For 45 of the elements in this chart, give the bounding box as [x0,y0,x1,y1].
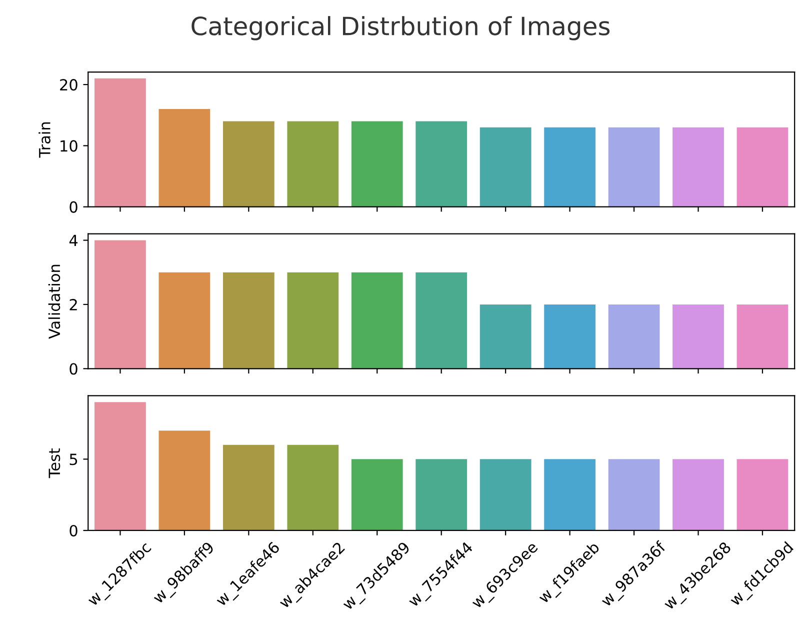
bar [736,304,788,369]
y-tick-label: 2 [70,298,77,310]
bar [480,459,532,530]
bar [544,127,596,207]
bar [158,272,210,369]
bar [94,78,146,207]
bar [351,121,403,207]
bar [94,240,146,369]
bar [287,121,339,207]
bar [544,459,596,530]
bar [544,304,596,369]
bar [608,304,660,369]
y-tick-label: 4 [69,234,78,246]
bar [672,127,724,207]
bar [94,402,146,530]
bar [672,459,724,530]
y-tick-label: 20 [60,79,78,91]
y-axis-title: Test [48,448,60,478]
bar [672,304,724,369]
bar [608,459,660,530]
bar [222,272,274,369]
bar [158,430,210,530]
bar [736,459,788,530]
chart-title: Categorical Distrbution of Images [192,16,610,40]
y-tick-label: 0 [70,524,78,536]
bar [416,121,468,207]
bar [222,444,274,530]
y-tick-label: 0 [70,201,78,213]
y-axis-title: Validation [48,264,60,339]
bar [608,127,660,207]
bar [480,127,532,207]
bar [480,304,532,369]
y-tick-label: 5 [70,454,78,466]
bar [158,109,210,207]
bar [416,459,468,530]
bar [222,121,274,207]
bar [351,459,403,530]
y-axis-title: Train [38,122,50,158]
bar [736,127,788,207]
bar [287,272,339,369]
y-tick-label: 10 [60,140,78,152]
bar [416,272,468,369]
bar [287,444,339,530]
bar [351,272,403,369]
y-tick-label: 0 [70,363,78,375]
